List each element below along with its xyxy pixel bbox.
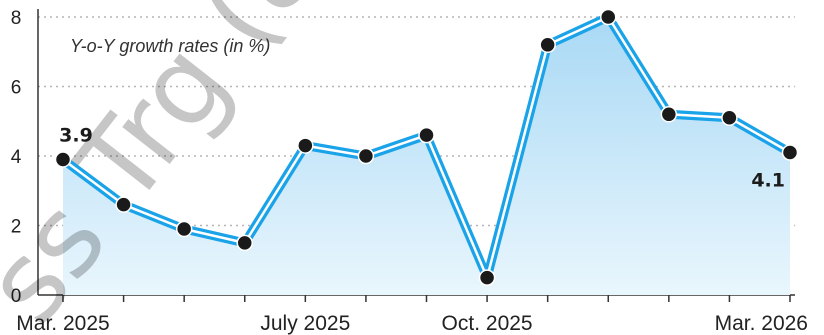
data-point xyxy=(721,109,738,127)
data-point xyxy=(297,137,314,154)
data-point xyxy=(236,234,253,252)
data-point xyxy=(660,106,678,123)
data-points xyxy=(54,8,799,286)
data-label: 3.9 xyxy=(59,124,93,146)
data-point xyxy=(781,144,799,161)
labels: 3.9 4.1 xyxy=(59,124,785,191)
data-label: 4.1 xyxy=(751,170,785,192)
x-tick-label: Oct. 2025 xyxy=(442,312,533,335)
data-point xyxy=(600,8,617,26)
axes: 0 2 4 6 8 Mar. 2025 July 2025 Oct. 2025 Mar. 202… xyxy=(11,8,808,335)
x-tick-label: July 2025 xyxy=(260,312,350,335)
y-tick-label: 8 xyxy=(11,8,22,29)
x-tick-label: Mar. 2025 xyxy=(16,312,109,335)
data-point xyxy=(54,151,72,168)
y-tick-label: 0 xyxy=(11,286,22,307)
data-point xyxy=(115,196,132,213)
data-point xyxy=(418,126,435,144)
data-point xyxy=(175,220,193,238)
x-tick-label: Mar. 2026 xyxy=(715,312,808,335)
y-tick-label: 2 xyxy=(11,217,22,238)
chart-note: Y-o-Y growth rates (in %) xyxy=(70,36,270,56)
data-point xyxy=(357,147,375,165)
y-tick-label: 6 xyxy=(11,78,22,99)
y-tick-label: 4 xyxy=(11,147,22,168)
data-point xyxy=(539,36,556,54)
area-fill xyxy=(63,17,790,295)
data-point xyxy=(478,269,496,286)
